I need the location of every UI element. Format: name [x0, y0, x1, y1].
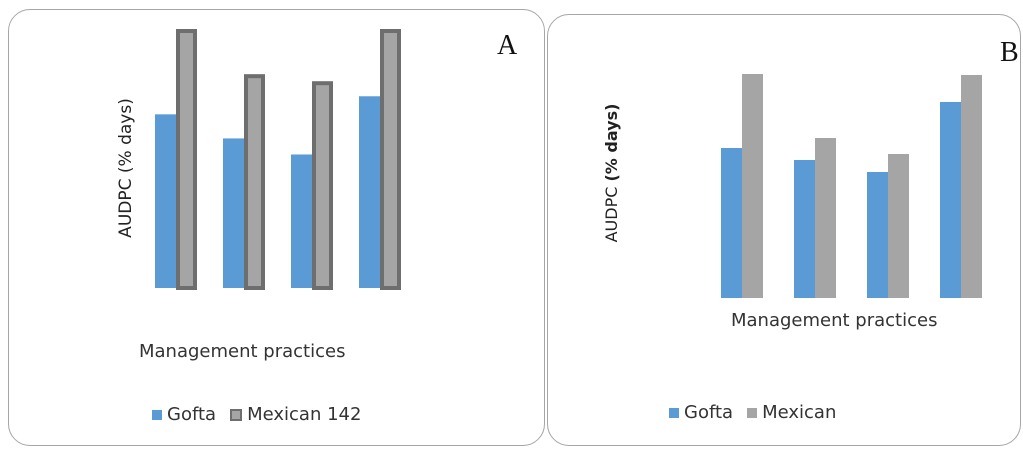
bar-mexican-3 [888, 154, 909, 298]
legend-label-mexican-b: Mexican [762, 402, 837, 423]
bar-gofta-1 [155, 114, 176, 288]
legend-item-mexican-b: Mexican [747, 402, 836, 423]
bar-gofta-4 [359, 96, 380, 288]
chart-panel-a: AUDPC (% days) A Management practices Go… [8, 9, 545, 446]
legend-label-mexican-142-a: Mexican 142 [247, 404, 362, 425]
legend-swatch-mexican-b [747, 407, 758, 418]
bar-mexican-142-2 [244, 74, 265, 290]
plot-area-a: AUDPC (% days) [116, 29, 401, 290]
legend-b: Gofta Mexican [669, 402, 850, 423]
legend-swatch-gofta-a [152, 409, 162, 420]
legend-label-gofta-b: Gofta [684, 402, 734, 423]
legend-swatch-gofta-b [669, 407, 679, 418]
bar-mexican-2 [815, 138, 836, 298]
legend-a: Gofta Mexican 142 [152, 404, 375, 425]
x-axis-label-a: Management practices [139, 341, 346, 362]
chart-panel-b: AUDPC (% days) B Management practices Go… [547, 14, 1021, 446]
legend-label-gofta-a: Gofta [167, 404, 217, 425]
x-axis-label-b: Management practices [731, 310, 938, 331]
bar-mexican-1 [742, 74, 763, 298]
panel-label-a: A [497, 30, 518, 61]
bar-mexican-142-4 [380, 29, 401, 290]
legend-item-gofta-a: Gofta [152, 404, 216, 425]
bar-gofta-2 [794, 160, 815, 298]
bar-gofta-3 [867, 172, 888, 298]
bar-gofta-4 [940, 102, 961, 298]
legend-swatch-mexican-142-a [230, 408, 243, 421]
bar-mexican-142-1 [176, 29, 197, 290]
bar-gofta-3 [291, 154, 312, 288]
bar-mexican-142-3 [312, 81, 333, 290]
bar-gofta-1 [721, 148, 742, 298]
panel-label-b: B [1000, 37, 1019, 68]
y-axis-label-a: AUDPC (% days) [116, 98, 136, 238]
bar-mexican-4 [961, 75, 982, 298]
plot-area-b: AUDPC (% days) [602, 74, 982, 298]
y-axis-label-b: AUDPC (% days) [602, 104, 621, 243]
bar-gofta-2 [223, 138, 244, 288]
legend-item-gofta-b: Gofta [669, 402, 733, 423]
legend-item-mexican-142-a: Mexican 142 [230, 404, 361, 425]
